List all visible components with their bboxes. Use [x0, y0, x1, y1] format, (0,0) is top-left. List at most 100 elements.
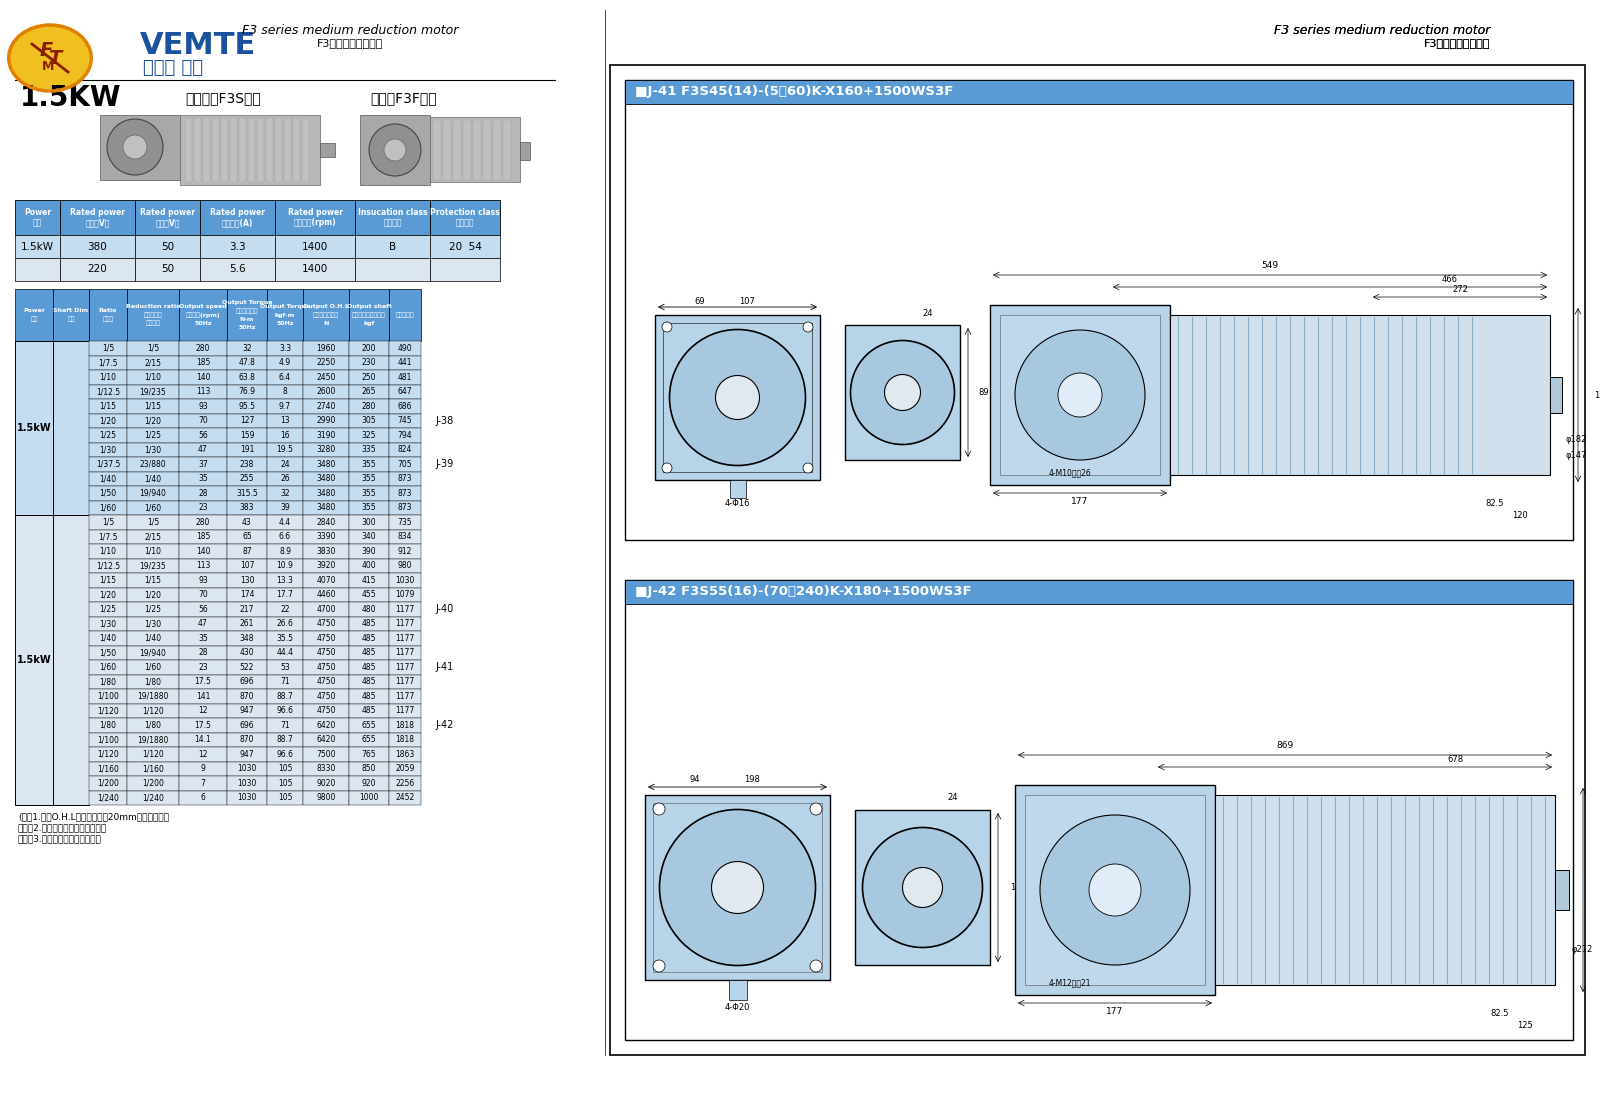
Text: 5.6: 5.6 — [229, 264, 246, 275]
Bar — [389, 718, 421, 733]
Bar — [179, 544, 227, 559]
Bar — [389, 341, 421, 355]
Text: 107: 107 — [739, 297, 755, 306]
Bar — [267, 747, 302, 761]
Text: 35: 35 — [198, 474, 208, 483]
Text: 頻率（V）: 頻率（V） — [155, 218, 179, 227]
Bar — [227, 289, 267, 341]
Bar — [126, 689, 179, 704]
Text: 1/10: 1/10 — [99, 547, 117, 556]
Bar — [302, 573, 349, 587]
Text: 696: 696 — [240, 678, 254, 686]
Text: 765: 765 — [362, 750, 376, 759]
Bar — [211, 118, 219, 182]
Text: 1/40: 1/40 — [99, 474, 117, 483]
Bar — [293, 118, 301, 182]
Text: 19/940: 19/940 — [139, 488, 166, 497]
Bar — [285, 118, 291, 182]
Text: 1960: 1960 — [317, 343, 336, 353]
Bar — [302, 602, 349, 616]
Text: 16: 16 — [280, 431, 290, 440]
Text: 24: 24 — [947, 793, 958, 803]
Bar — [179, 355, 227, 370]
Bar — [430, 117, 520, 182]
Text: 481: 481 — [398, 373, 413, 382]
Circle shape — [1014, 330, 1146, 460]
Text: Output speed: Output speed — [179, 304, 227, 309]
Bar — [227, 660, 267, 674]
Text: 1/15: 1/15 — [99, 575, 117, 585]
Bar — [493, 120, 501, 180]
Bar — [179, 500, 227, 515]
Text: 3190: 3190 — [317, 431, 336, 440]
Bar — [389, 689, 421, 704]
Bar — [302, 631, 349, 646]
Text: 17.7: 17.7 — [277, 591, 293, 600]
Text: 873: 873 — [398, 488, 413, 497]
Bar — [126, 414, 179, 428]
Text: 305: 305 — [362, 416, 376, 426]
Bar — [430, 235, 499, 258]
Bar — [179, 646, 227, 660]
Bar — [126, 674, 179, 689]
Circle shape — [384, 139, 406, 161]
Bar — [267, 486, 302, 500]
Bar — [126, 573, 179, 587]
Text: 390: 390 — [362, 547, 376, 556]
Bar — [227, 544, 267, 559]
Text: （分葉）: （分葉） — [146, 321, 160, 327]
Text: 1/120: 1/120 — [142, 706, 163, 715]
Text: 250: 250 — [362, 373, 376, 382]
Text: 23/880: 23/880 — [139, 460, 166, 469]
Text: 24: 24 — [280, 460, 290, 469]
Text: 113: 113 — [195, 387, 210, 396]
Text: 140: 140 — [195, 373, 210, 382]
Bar — [126, 385, 179, 399]
Text: N: N — [323, 321, 328, 326]
Text: 485: 485 — [362, 692, 376, 701]
Bar — [302, 370, 349, 385]
Bar — [302, 515, 349, 529]
Bar — [14, 200, 61, 235]
Text: 485: 485 — [362, 706, 376, 715]
Text: 19/235: 19/235 — [139, 387, 166, 396]
Text: Output shaft: Output shaft — [347, 304, 392, 309]
Bar — [227, 428, 267, 442]
Bar — [14, 341, 53, 515]
Text: 735: 735 — [398, 518, 413, 527]
Bar — [126, 456, 179, 472]
Text: 22: 22 — [280, 605, 290, 614]
Bar — [267, 704, 302, 718]
Bar — [179, 399, 227, 414]
Bar — [227, 559, 267, 573]
Text: φ212: φ212 — [1571, 946, 1592, 955]
Text: 1/80: 1/80 — [144, 678, 162, 686]
Text: 4.4: 4.4 — [278, 518, 291, 527]
Text: 686: 686 — [398, 402, 413, 410]
Bar — [90, 660, 126, 674]
Bar — [267, 529, 302, 544]
Bar — [349, 355, 389, 370]
Text: 980: 980 — [398, 561, 413, 570]
Text: 870: 870 — [240, 735, 254, 745]
Text: 177: 177 — [1106, 1006, 1123, 1015]
Text: 3480: 3480 — [317, 504, 336, 513]
Bar — [134, 235, 200, 258]
Text: 1/10: 1/10 — [99, 373, 117, 382]
Text: 1030: 1030 — [237, 793, 256, 802]
Text: 9: 9 — [200, 764, 205, 773]
Text: 63.8: 63.8 — [238, 373, 256, 382]
Text: 10.9: 10.9 — [277, 561, 293, 570]
Bar — [90, 515, 126, 529]
Text: 26: 26 — [280, 474, 290, 483]
Text: 9800: 9800 — [317, 793, 336, 802]
Circle shape — [810, 960, 822, 972]
Bar — [302, 355, 349, 370]
Bar — [179, 456, 227, 472]
Text: M: M — [42, 60, 54, 74]
Bar — [179, 385, 227, 399]
Text: 1400: 1400 — [302, 264, 328, 275]
Text: 383: 383 — [240, 504, 254, 513]
Bar — [179, 573, 227, 587]
Text: 2256: 2256 — [395, 779, 414, 788]
